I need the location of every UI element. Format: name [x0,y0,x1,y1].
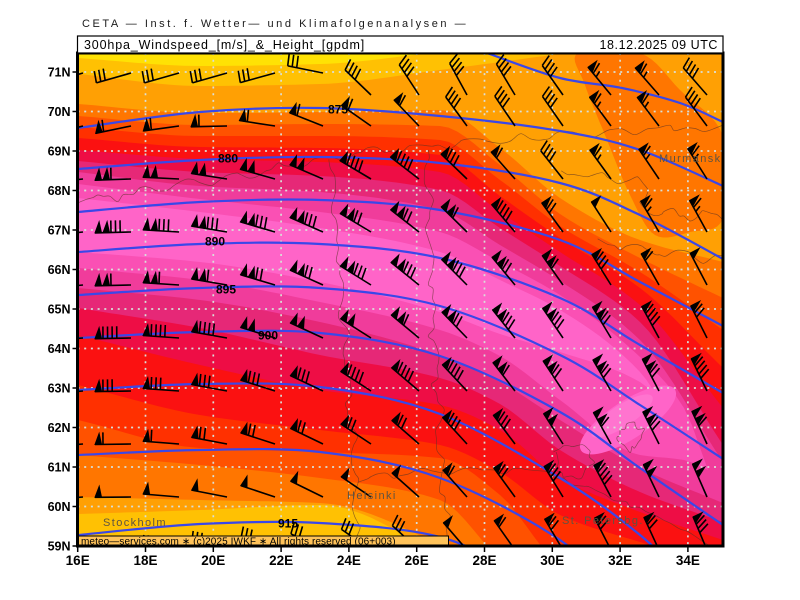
svg-text:300hpa_Windspeed_[m/s]_&_Heigh: 300hpa_Windspeed_[m/s]_&_Height_[gpdm] [84,38,365,52]
svg-text:20E: 20E [201,553,225,568]
svg-text:66N: 66N [48,263,71,277]
svg-text:70N: 70N [48,105,71,119]
svg-text:Helsinki: Helsinki [347,490,397,502]
svg-text:meteo—services.com ∗ (c)2025 I: meteo—services.com ∗ (c)2025 IWKF ∗ All … [81,537,396,548]
svg-text:24E: 24E [337,553,361,568]
svg-text:18.12.2025 09 UTC: 18.12.2025 09 UTC [600,38,718,52]
svg-text:64N: 64N [48,342,71,356]
svg-text:Murmansk: Murmansk [659,153,722,165]
svg-text:St. Petersbg.: St. Petersbg. [562,515,644,527]
svg-text:59N: 59N [48,540,71,554]
svg-text:65N: 65N [48,303,71,317]
svg-text:67N: 67N [48,224,71,238]
svg-text:16E: 16E [66,553,90,568]
svg-text:34E: 34E [676,553,700,568]
svg-text:880: 880 [218,152,238,166]
svg-text:28E: 28E [472,553,496,568]
svg-text:26E: 26E [405,553,429,568]
svg-text:61N: 61N [48,461,71,475]
svg-text:895: 895 [216,283,236,297]
svg-text:71N: 71N [48,66,71,80]
svg-text:69N: 69N [48,145,71,159]
svg-text:18E: 18E [133,553,157,568]
svg-text:60N: 60N [48,500,71,514]
svg-text:30E: 30E [540,553,564,568]
svg-text:CETA — Inst. f. Wetter— und Kl: CETA — Inst. f. Wetter— und Klimafolgena… [82,18,468,30]
svg-text:22E: 22E [269,553,293,568]
svg-text:68N: 68N [48,184,71,198]
svg-text:890: 890 [205,235,225,249]
svg-text:62N: 62N [48,421,71,435]
svg-text:915: 915 [278,517,298,531]
svg-text:Stockholm: Stockholm [103,517,167,529]
svg-text:32E: 32E [608,553,632,568]
svg-text:63N: 63N [48,382,71,396]
